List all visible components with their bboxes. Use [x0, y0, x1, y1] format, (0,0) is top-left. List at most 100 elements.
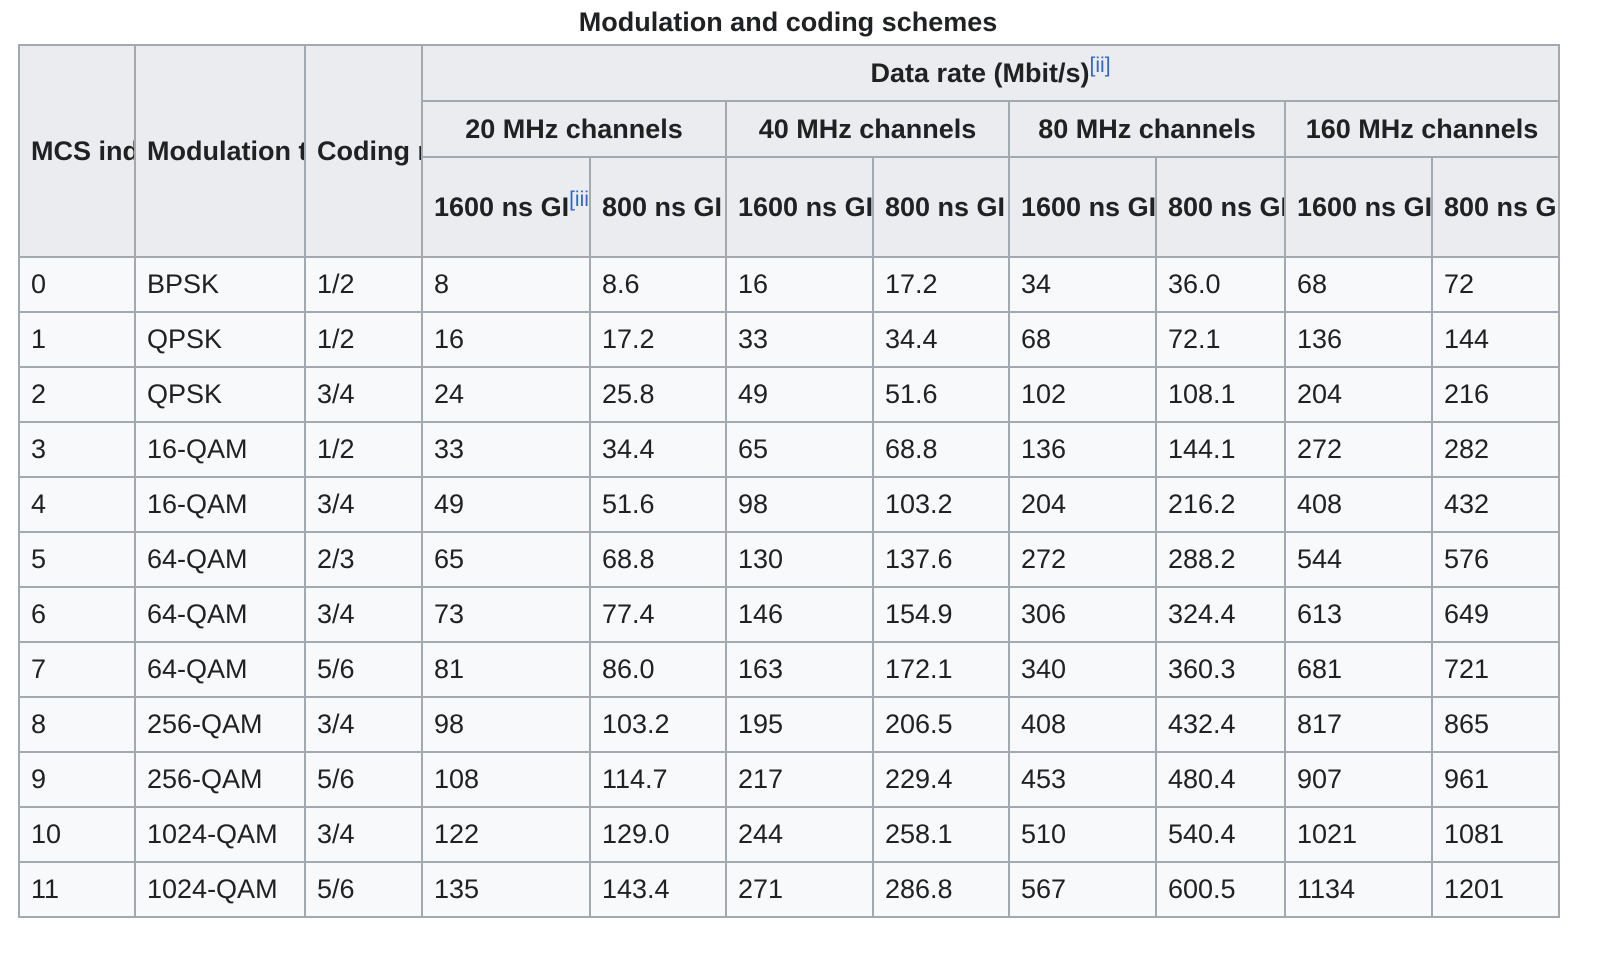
header-mcs-index: MCS index[i] [18, 44, 136, 258]
cell-160mhz-800ns: 72 [1430, 256, 1561, 313]
cell-modulation: 256-QAM [134, 751, 306, 808]
cell-20mhz-1600ns: 8 [421, 256, 591, 313]
cell-40mhz-1600ns: 130 [725, 531, 874, 588]
cell-mcs-index: 6 [18, 586, 136, 643]
cell-160mhz-1600ns: 613 [1284, 586, 1433, 643]
cell-160mhz-1600ns: 68 [1284, 256, 1433, 313]
cell-40mhz-1600ns: 271 [725, 861, 874, 918]
cell-160mhz-1600ns: 1021 [1284, 806, 1433, 863]
cell-20mhz-800ns: 8.6 [589, 256, 727, 313]
cell-80mhz-800ns: 324.4 [1155, 586, 1286, 643]
cell-mcs-index: 8 [18, 696, 136, 753]
cell-40mhz-1600ns: 16 [725, 256, 874, 313]
cell-160mhz-1600ns: 408 [1284, 476, 1433, 533]
cell-20mhz-800ns: 86.0 [589, 641, 727, 698]
cell-40mhz-1600ns: 195 [725, 696, 874, 753]
cell-coding-rate: 3/4 [304, 586, 423, 643]
cell-modulation: BPSK [134, 256, 306, 313]
header-160mhz-800ns-gi: 800 ns GI [1430, 156, 1561, 258]
cell-80mhz-1600ns: 340 [1008, 641, 1157, 698]
cell-mcs-index: 10 [18, 806, 136, 863]
cell-modulation: 64-QAM [134, 531, 306, 588]
header-20mhz-800ns-gi: 800 ns GI [589, 156, 727, 258]
cell-80mhz-800ns: 216.2 [1155, 476, 1286, 533]
table-row: 2 QPSK 3/4 24 25.8 49 51.6 102 108.1 204 216 [18, 366, 1561, 423]
cell-20mhz-1600ns: 122 [421, 806, 591, 863]
cell-80mhz-1600ns: 34 [1008, 256, 1157, 313]
cell-80mhz-800ns: 72.1 [1155, 311, 1286, 368]
cell-80mhz-800ns: 432.4 [1155, 696, 1286, 753]
table-row: 5 64-QAM 2/3 65 68.8 130 137.6 272 288.2 544 576 [18, 531, 1561, 588]
cell-modulation: 1024-QAM [134, 861, 306, 918]
table-body: 0 BPSK 1/2 8 8.6 16 17.2 34 36.0 68 72 1 QPSK 1/2 16 17… [18, 256, 1561, 918]
cell-160mhz-800ns: 961 [1430, 751, 1561, 808]
cell-40mhz-1600ns: 217 [725, 751, 874, 808]
cell-mcs-index: 1 [18, 311, 136, 368]
cell-80mhz-1600ns: 136 [1008, 421, 1157, 478]
table-row: 11 1024-QAM 5/6 135 143.4 271 286.8 567 600.5 113… [18, 861, 1561, 918]
header-modulation-type: Modulation type [134, 44, 306, 258]
cell-20mhz-800ns: 77.4 [589, 586, 727, 643]
cell-mcs-index: 0 [18, 256, 136, 313]
cell-80mhz-1600ns: 68 [1008, 311, 1157, 368]
header-80mhz-800ns-gi: 800 ns GI [1155, 156, 1286, 258]
cell-80mhz-800ns: 600.5 [1155, 861, 1286, 918]
cell-modulation: 256-QAM [134, 696, 306, 753]
cell-160mhz-800ns: 865 [1430, 696, 1561, 753]
cell-80mhz-800ns: 36.0 [1155, 256, 1286, 313]
cell-80mhz-800ns: 360.3 [1155, 641, 1286, 698]
cell-80mhz-1600ns: 453 [1008, 751, 1157, 808]
cell-20mhz-800ns: 51.6 [589, 476, 727, 533]
cell-160mhz-800ns: 576 [1430, 531, 1561, 588]
mcs-table: MCS index[i] Modulation type Coding rate… [18, 44, 1561, 918]
cell-20mhz-800ns: 114.7 [589, 751, 727, 808]
table-row: 4 16-QAM 3/4 49 51.6 98 103.2 204 216.2 408 432 [18, 476, 1561, 533]
cell-160mhz-1600ns: 272 [1284, 421, 1433, 478]
cell-160mhz-1600ns: 204 [1284, 366, 1433, 423]
cell-coding-rate: 1/2 [304, 256, 423, 313]
cell-40mhz-1600ns: 33 [725, 311, 874, 368]
cell-20mhz-800ns: 143.4 [589, 861, 727, 918]
cell-coding-rate: 1/2 [304, 421, 423, 478]
cell-160mhz-1600ns: 907 [1284, 751, 1433, 808]
cell-40mhz-1600ns: 49 [725, 366, 874, 423]
cell-modulation: 16-QAM [134, 476, 306, 533]
footnote-link-iii[interactable]: [iii] [569, 188, 589, 211]
header-data-rate: Data rate (Mbit/s)[ii] [420, 44, 1561, 102]
header-160mhz-1600ns-gi: 1600 ns GI [1284, 156, 1433, 258]
mcs-table-container: Modulation and coding schemes MCS index[… [18, 0, 1561, 918]
cell-20mhz-800ns: 34.4 [589, 421, 727, 478]
table-row: 7 64-QAM 5/6 81 86.0 163 172.1 340 360.3 681 721 [18, 641, 1561, 698]
table-row: 6 64-QAM 3/4 73 77.4 146 154.9 306 324.4 613 649 [18, 586, 1561, 643]
cell-modulation: 1024-QAM [134, 806, 306, 863]
cell-80mhz-1600ns: 272 [1008, 531, 1157, 588]
cell-mcs-index: 5 [18, 531, 136, 588]
cell-40mhz-1600ns: 146 [725, 586, 874, 643]
cell-20mhz-1600ns: 81 [421, 641, 591, 698]
table-row: 0 BPSK 1/2 8 8.6 16 17.2 34 36.0 68 72 [18, 256, 1561, 313]
cell-160mhz-800ns: 144 [1430, 311, 1561, 368]
table-row: 3 16-QAM 1/2 33 34.4 65 68.8 136 144.1 272 282 [18, 421, 1561, 478]
cell-80mhz-1600ns: 510 [1008, 806, 1157, 863]
header-data-rate-label: Data rate (Mbit/s) [870, 58, 1090, 88]
cell-coding-rate: 5/6 [304, 641, 423, 698]
cell-20mhz-1600ns: 135 [421, 861, 591, 918]
cell-160mhz-1600ns: 817 [1284, 696, 1433, 753]
cell-40mhz-1600ns: 244 [725, 806, 874, 863]
cell-40mhz-800ns: 34.4 [872, 311, 1010, 368]
cell-coding-rate: 1/2 [304, 311, 423, 368]
cell-modulation: QPSK [134, 311, 306, 368]
cell-160mhz-1600ns: 544 [1284, 531, 1433, 588]
cell-20mhz-1600ns: 33 [421, 421, 591, 478]
table-row: 10 1024-QAM 3/4 122 129.0 244 258.1 510 540.4 102… [18, 806, 1561, 863]
cell-40mhz-1600ns: 65 [725, 421, 874, 478]
header-mcs-index-label: MCS index [31, 136, 133, 166]
cell-80mhz-1600ns: 408 [1008, 696, 1157, 753]
footnote-link-ii[interactable]: [ii] [1089, 54, 1111, 77]
header-channel-20mhz: 20 MHz channels [421, 100, 727, 158]
cell-20mhz-1600ns: 73 [421, 586, 591, 643]
cell-160mhz-800ns: 216 [1430, 366, 1561, 423]
cell-modulation: 64-QAM [134, 641, 306, 698]
cell-modulation: QPSK [134, 366, 306, 423]
cell-20mhz-1600ns: 49 [421, 476, 591, 533]
